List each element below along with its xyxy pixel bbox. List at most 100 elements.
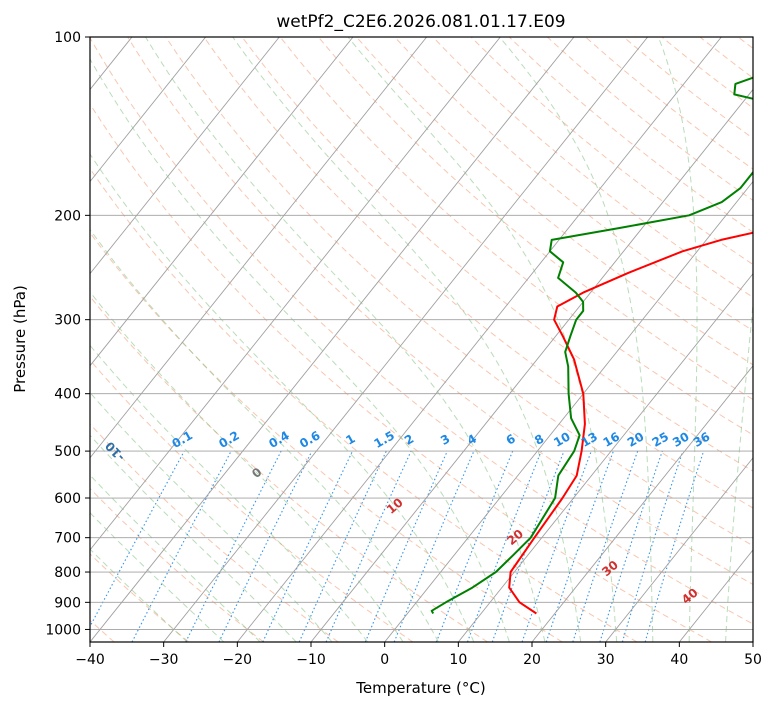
isotherm-line — [16, 37, 500, 642]
mixing-ratio-label: 0.1 — [170, 428, 195, 451]
x-tick-label: 0 — [380, 652, 389, 668]
moist-adiabat-line — [0, 37, 403, 642]
isotherm-line — [0, 37, 58, 642]
mixing-ratio-line — [622, 451, 683, 642]
y-tick-label: 200 — [54, 208, 81, 224]
dry-adiabats — [0, 37, 775, 642]
isotherm-line — [753, 37, 775, 642]
mixing-ratio-line — [82, 451, 184, 642]
mixing-ratio-label: 3 — [438, 432, 452, 448]
mixing-ratio-line — [326, 451, 411, 642]
moist-adiabat-line — [0, 37, 438, 642]
dry-adiabat-line — [0, 37, 264, 642]
y-tick-label: 600 — [54, 491, 81, 507]
dry-adiabat-line — [700, 37, 775, 642]
x-tick-label: 40 — [670, 652, 688, 668]
dry-adiabat-line — [586, 37, 775, 642]
isotherm-line — [0, 37, 279, 642]
dry-adiabat-line — [509, 37, 775, 642]
moist-adiabat-line — [0, 37, 368, 642]
y-tick-label: 100 — [54, 30, 81, 46]
x-tick-label: −40 — [75, 652, 105, 668]
dry-adiabat-line — [395, 37, 775, 642]
dry-adiabat-line — [13, 37, 637, 642]
mixing-ratio-label: 4 — [465, 432, 479, 448]
chart-title: wetPf2_C2E6.2026.081.01.17.E09 — [276, 12, 565, 32]
dry-adiabat-line — [547, 37, 775, 642]
dry-adiabat-line — [318, 37, 775, 642]
x-tick-label: 10 — [449, 652, 467, 668]
y-tick-label: 800 — [54, 565, 81, 581]
profiles — [432, 37, 775, 614]
isotherm-line — [679, 37, 775, 642]
mixing-ratio-label: 6 — [504, 431, 518, 447]
dry-adiabat-line — [433, 37, 775, 642]
moist-adiabat-line — [0, 37, 296, 642]
isotherm-line — [458, 37, 775, 642]
y-tick-label: 500 — [54, 444, 81, 460]
mixing-ratio-line — [573, 451, 638, 642]
moist-adiabat-label: 10 — [384, 495, 406, 516]
dry-adiabat-label: -20 — [19, 411, 44, 437]
dry-adiabat-line — [357, 37, 775, 642]
isotherm-line — [164, 37, 648, 642]
dry-adiabat-line — [51, 37, 711, 642]
dewpoint-profile-line — [432, 37, 775, 614]
moist-adiabat-label: 30 — [599, 558, 621, 579]
mixing-ratio-label: 0.2 — [216, 428, 241, 451]
mixing-ratio-label: 8 — [532, 432, 546, 448]
moist-adiabat-label: 40 — [679, 585, 701, 606]
mixing-ratio-line — [263, 451, 353, 642]
moist-adiabat-line — [500, 37, 653, 642]
isotherm-line — [0, 37, 353, 642]
mixing-ratio-label: 2 — [402, 432, 416, 448]
x-axis-label: Temperature (°C) — [355, 679, 485, 697]
y-axis-ticks: 100 200 300 400 500 600 700 800 900 1000 — [45, 30, 90, 638]
y-tick-label: 400 — [54, 387, 81, 403]
mixing-ratio-label: 20 — [625, 429, 646, 449]
moist-adiabat-line — [726, 37, 771, 642]
x-tick-label: 20 — [523, 652, 541, 668]
y-tick-label: 700 — [54, 531, 81, 547]
mixing-ratio-label: 0.4 — [266, 428, 291, 451]
x-tick-label: 50 — [744, 652, 762, 668]
moist-adiabat-line — [233, 37, 581, 642]
isotherms — [0, 37, 775, 642]
x-tick-label: −30 — [149, 652, 179, 668]
mixing-ratio-line — [219, 451, 312, 642]
mixing-ratio-label: 25 — [650, 429, 671, 449]
y-tick-label: 900 — [54, 595, 81, 611]
mixing-ratio-label: 16 — [601, 429, 622, 449]
mixing-ratio-line — [468, 451, 542, 642]
temperature-profile-line — [509, 37, 775, 614]
x-tick-label: −20 — [223, 652, 253, 668]
isotherm-line — [0, 37, 206, 642]
mixing-ratio-line — [436, 451, 512, 642]
moist-adiabat-line — [78, 37, 510, 642]
mixing-ratio-label: 10 — [551, 429, 572, 449]
dry-adiabat-line — [0, 37, 562, 642]
mixing-ratio-line — [365, 451, 447, 642]
moist-adiabats — [0, 37, 775, 642]
dry-adiabat-line — [242, 37, 775, 642]
mixing-ratio-label: 36 — [691, 429, 712, 449]
mixing-ratio-line — [600, 451, 663, 642]
line-labels: -100-90-80-70-60-50-40-30-20-100.10.20.4… — [0, 64, 712, 607]
y-axis-label: Pressure (hPa) — [11, 285, 29, 393]
moist-adiabat-label: 0 — [249, 465, 264, 481]
y-tick-label: 300 — [54, 313, 81, 329]
isotherm-line — [237, 37, 721, 642]
moist-adiabat-line — [762, 37, 775, 642]
mixing-ratio-line — [645, 451, 703, 642]
y-tick-label: 1000 — [45, 622, 81, 638]
x-tick-label: 30 — [597, 652, 615, 668]
dry-adiabat-line — [90, 37, 775, 642]
dry-adiabat-line — [0, 37, 488, 642]
dry-adiabat-line — [738, 37, 775, 642]
isotherm-line — [311, 37, 775, 642]
moist-adiabat-line — [0, 37, 260, 642]
mixing-ratio-label: 1 — [343, 431, 357, 447]
